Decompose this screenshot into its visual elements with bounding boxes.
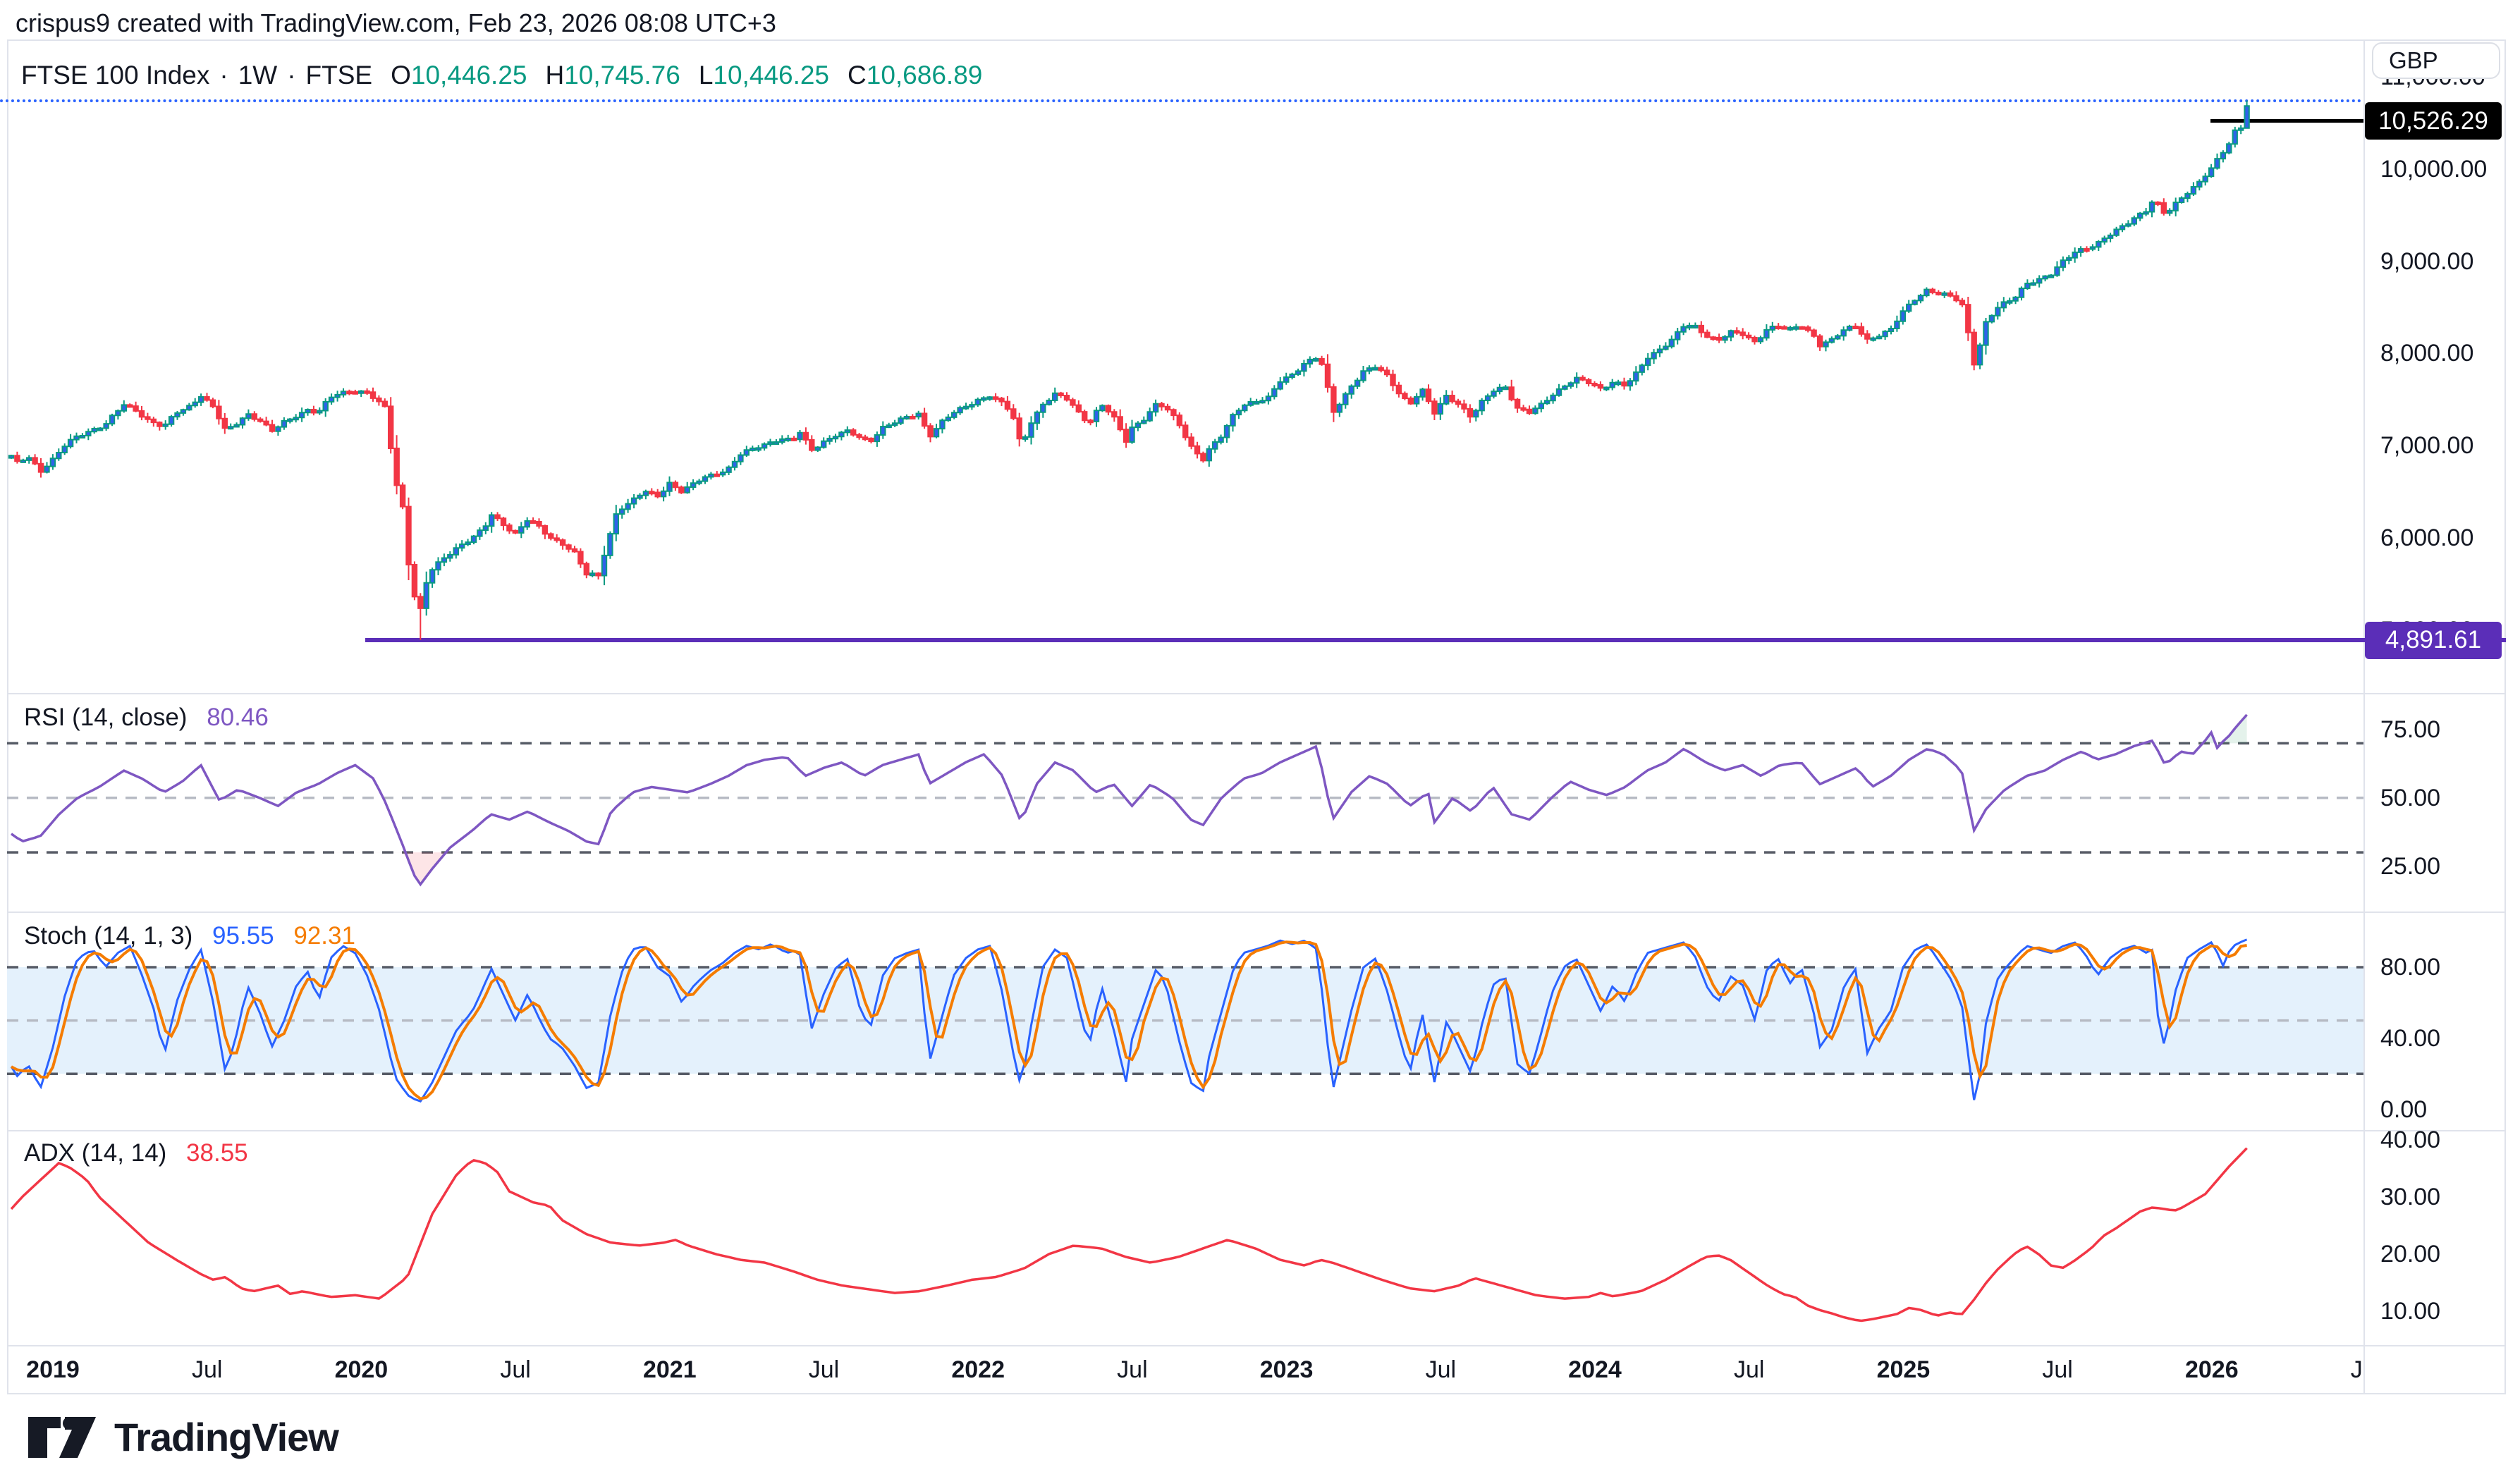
time-tick-2020: 2020 [334,1356,389,1383]
stoch-k-value: 95.55 [212,922,274,950]
tradingview-logo-icon [28,1416,96,1458]
adx-tick: 20.00 [2380,1241,2441,1268]
rsi-value: 80.46 [207,704,269,731]
time-tick-jul-2020: Jul [500,1356,531,1383]
legend: FTSE 100 Index · 1W · FTSE O10,446.25 H1… [21,61,982,90]
rsi-pane-label[interactable]: RSI (14, close) 80.46 [24,704,269,732]
close-value: 10,686.89 [866,61,983,90]
adx-tick: 40.00 [2380,1127,2441,1153]
last-price-line[interactable] [2210,119,2363,123]
time-tick-jul-2026: Jul [2350,1356,2363,1383]
stoch-d-value: 92.31 [293,922,355,950]
price-tick: 8,000.00 [2380,340,2474,367]
time-tick-jul-2019: Jul [191,1356,223,1383]
adx-line [10,1147,2248,1322]
rsi-oversold-fill [11,852,2247,885]
separator-stoch-adx [7,1130,2506,1131]
candle-up-wicks [11,100,2248,616]
price-tick: 9,000.00 [2380,247,2474,275]
time-tick-2024: 2024 [1568,1356,1622,1383]
adx-value: 38.55 [186,1139,248,1167]
ohlc-high: H10,745.76 [545,61,680,90]
stoch-tick: 80.00 [2380,954,2441,981]
ohlc-low: L10,446.25 [699,61,829,90]
low-value: 10,446.25 [713,61,830,90]
interval-label[interactable]: 1W [238,61,278,90]
adx-pane-label[interactable]: ADX (14, 14) 38.55 [24,1139,248,1167]
tradingview-logo[interactable]: TradingView [28,1414,339,1460]
adx-tick: 30.00 [2380,1184,2441,1210]
separator-rsi-stoch [7,912,2506,913]
time-tick-2026: 2026 [2184,1356,2239,1383]
time-tick-2022: 2022 [951,1356,1005,1383]
time-tick-2019: 2019 [26,1356,80,1383]
time-tick-2023: 2023 [1259,1356,1314,1383]
support-price-badge: 4,891.61 [2365,621,2502,659]
attribution-text: crispus9 created with TradingView.com, F… [16,8,776,37]
time-tick-2025: 2025 [1876,1356,1931,1383]
time-tick-jul-2025: Jul [2042,1356,2073,1383]
frame-top-border [7,39,2506,41]
time-tick-jul-2022: Jul [1117,1356,1148,1383]
frame-right-border [2504,39,2506,1394]
separator-adx-timeaxis [7,1345,2506,1346]
time-axis[interactable]: 2019 Jul 2020 Jul 2021 Jul 2022 Jul 2023 Jul 2024 J… [0,1345,2363,1394]
open-value: 10,446.25 [410,61,527,90]
symbol-title[interactable]: FTSE 100 Index [21,61,210,90]
ohlc-open: O10,446.25 [391,61,527,90]
legend-separator: · [287,61,296,90]
price-tick: 7,000.00 [2380,432,2474,460]
price-tick: 10,000.00 [2380,156,2488,183]
stoch-label-text: Stoch (14, 1, 3) [24,922,193,950]
price-axis-border [2363,39,2365,1394]
rsi-tick: 50.00 [2380,784,2441,811]
support-horizontal-ray[interactable] [365,638,2506,642]
time-tick-2021: 2021 [642,1356,697,1383]
low-letter: L [698,61,714,90]
high-value: 10,745.76 [564,61,680,90]
time-tick-jul-2024: Jul [1733,1356,1765,1383]
rsi-tick: 25.00 [2380,852,2441,880]
currency-button[interactable]: GBP [2372,42,2500,79]
adx-label-text: ADX (14, 14) [24,1139,167,1167]
ohlc-close: C10,686.89 [848,61,982,90]
rsi-overbought-fill [11,714,2247,744]
adx-tick: 10.00 [2380,1298,2441,1325]
frame-left-border [7,39,8,1394]
rsi-line [10,713,2248,887]
high-dotted-price-line [0,99,2363,102]
legend-separator: · [219,61,228,90]
stoch-tick: 0.00 [2380,1096,2428,1123]
open-letter: O [391,61,411,90]
close-letter: C [848,61,867,90]
candle-down-bodies [14,201,2167,609]
exchange-label: FTSE [305,61,373,90]
high-letter: H [545,61,565,90]
stoch-d-line [11,940,2247,1100]
separator-main-rsi [7,693,2506,694]
last-price-badge: 10,526.29 [2365,102,2502,140]
candle-up-bodies [8,105,2250,609]
time-tick-jul-2023: Jul [1425,1356,1457,1383]
time-tick-jul-2021: Jul [808,1356,840,1383]
tradingview-logo-text: TradingView [114,1415,339,1459]
stoch-k-line [10,938,2248,1103]
stoch-pane-label[interactable]: Stoch (14, 1, 3) 95.55 92.31 [24,922,355,950]
stoch-tick: 40.00 [2380,1024,2441,1052]
price-tick: 6,000.00 [2380,524,2474,551]
frame-bottom-border [7,1393,2506,1394]
rsi-tick: 75.00 [2380,716,2441,743]
candle-down-wicks [16,198,2165,640]
rsi-label-text: RSI (14, close) [24,704,188,731]
